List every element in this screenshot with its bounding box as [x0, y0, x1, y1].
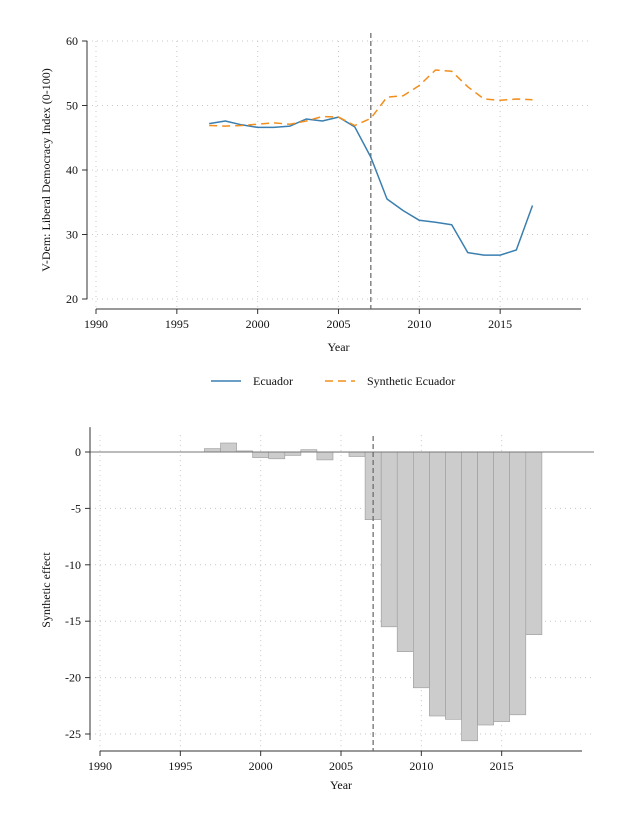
- bottom-bar-chart: 0 -5 -10 -15 -20 -25 1990 1995 2000 2005 2010 2015 Y…: [39, 427, 594, 792]
- x-tick-label: 1995: [165, 317, 189, 331]
- x-tick-label: 2000: [246, 317, 270, 331]
- x-tick-label: 2005: [329, 759, 353, 773]
- bar: [253, 452, 269, 458]
- bar: [413, 452, 429, 688]
- y-tick-label: -5: [71, 501, 81, 515]
- bar: [494, 452, 510, 722]
- x-tick-label: 1990: [88, 759, 112, 773]
- y-tick-label: 20: [66, 292, 78, 306]
- x-tick-label: 1995: [168, 759, 192, 773]
- x-tick-label: 2010: [409, 759, 433, 773]
- y-tick-label: 0: [75, 445, 81, 459]
- bar: [510, 452, 526, 715]
- y-tick-label: -10: [65, 558, 81, 572]
- bar: [429, 452, 445, 716]
- bar: [478, 452, 494, 725]
- y-axis-title: V-Dem: Liberal Democracy Index (0-100): [39, 68, 53, 271]
- bar: [204, 449, 220, 452]
- x-tick-label: 2015: [490, 759, 514, 773]
- x-axis-title: Year: [330, 778, 352, 792]
- legend: Ecuador Synthetic Ecuador: [211, 374, 455, 388]
- y-axis-title: Synthetic effect: [39, 552, 53, 628]
- bar: [285, 452, 301, 455]
- x-tick-label: 2015: [488, 317, 512, 331]
- x-tick-label: 2000: [249, 759, 273, 773]
- bar: [221, 443, 237, 452]
- bar: [462, 452, 478, 741]
- bar: [526, 452, 542, 635]
- y-tick-label: -25: [65, 727, 81, 741]
- y-tick-label: 30: [66, 228, 78, 242]
- x-axis-title: Year: [327, 340, 349, 354]
- top-line-chart: 20 30 40 50 60 1990 1995 2000 2005 2010 2015 Year V-…: [39, 33, 589, 354]
- x-tick-label: 2010: [407, 317, 431, 331]
- bar: [397, 452, 413, 652]
- x-tick-label: 1990: [84, 317, 108, 331]
- bar: [381, 452, 397, 627]
- y-tick-label: -15: [65, 614, 81, 628]
- legend-label-ecuador: Ecuador: [253, 374, 293, 388]
- bar: [317, 452, 333, 460]
- y-tick-label: 60: [66, 34, 78, 48]
- y-tick-label: -20: [65, 671, 81, 685]
- bar: [269, 452, 285, 459]
- y-tick-label: 40: [66, 163, 78, 177]
- y-tick-label: 50: [66, 99, 78, 113]
- legend-label-synthetic-ecuador: Synthetic Ecuador: [367, 374, 455, 388]
- x-tick-label: 2005: [327, 317, 351, 331]
- bar: [349, 452, 365, 457]
- bar: [445, 452, 461, 719]
